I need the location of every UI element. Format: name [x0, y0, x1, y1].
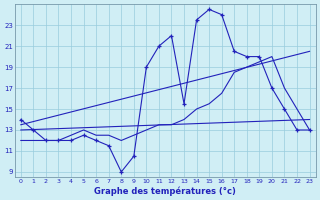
- X-axis label: Graphe des températures (°c): Graphe des températures (°c): [94, 186, 236, 196]
